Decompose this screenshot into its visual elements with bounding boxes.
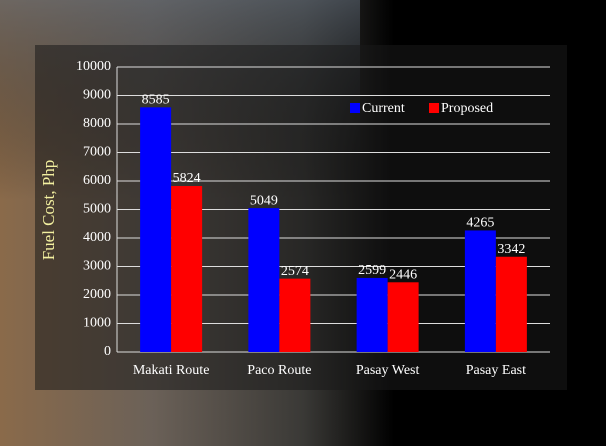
legend-label: Current xyxy=(362,101,405,116)
bar xyxy=(495,256,527,352)
data-label: 2446 xyxy=(389,268,417,283)
data-label: 2599 xyxy=(358,263,386,278)
y-tick-label: 5000 xyxy=(83,202,111,217)
data-label: 2574 xyxy=(281,264,309,279)
y-tick-label: 8000 xyxy=(83,116,111,131)
y-tick-label: 10000 xyxy=(76,59,111,74)
bar xyxy=(279,278,311,352)
data-label: 4265 xyxy=(466,216,494,231)
legend-swatch xyxy=(350,103,360,113)
y-axis-label: Fuel Cost, Php xyxy=(39,160,58,261)
bar xyxy=(171,186,203,352)
y-tick-label: 9000 xyxy=(83,88,111,103)
bar xyxy=(248,208,280,352)
x-tick-label: Paco Route xyxy=(247,363,311,378)
y-tick-label: 6000 xyxy=(83,173,111,188)
legend-swatch xyxy=(429,103,439,113)
y-tick-label: 2000 xyxy=(83,287,111,302)
data-label: 3342 xyxy=(497,242,525,257)
bar xyxy=(464,230,496,352)
y-tick-label: 3000 xyxy=(83,259,111,274)
data-label: 8585 xyxy=(142,93,170,108)
data-label: 5049 xyxy=(250,193,278,208)
legend-label: Proposed xyxy=(441,101,493,116)
bar xyxy=(140,107,172,352)
x-tick-label: Makati Route xyxy=(133,363,210,378)
data-label: 5824 xyxy=(173,171,201,186)
bar xyxy=(356,277,388,352)
y-tick-label: 1000 xyxy=(83,316,111,331)
y-tick-label: 4000 xyxy=(83,230,111,245)
y-tick-label: 7000 xyxy=(83,145,111,160)
x-tick-label: Pasay West xyxy=(356,363,420,378)
x-tick-label: Pasay East xyxy=(466,363,526,378)
bar xyxy=(387,282,419,352)
y-tick-label: 0 xyxy=(104,344,111,359)
